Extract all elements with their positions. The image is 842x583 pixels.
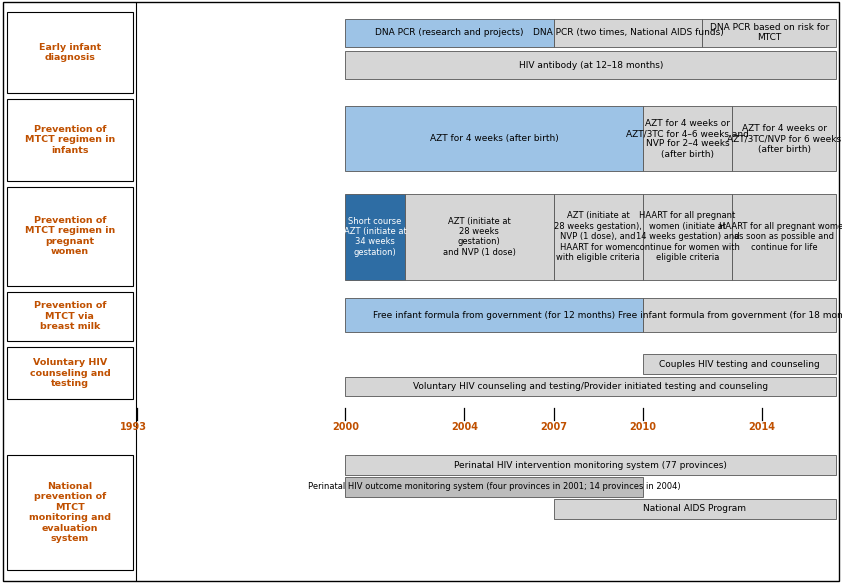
FancyBboxPatch shape: [7, 12, 133, 93]
FancyBboxPatch shape: [642, 298, 836, 332]
FancyBboxPatch shape: [702, 19, 836, 47]
Text: Short course
AZT (initiate at
34 weeks
gestation): Short course AZT (initiate at 34 weeks g…: [344, 217, 407, 257]
FancyBboxPatch shape: [405, 194, 553, 280]
FancyBboxPatch shape: [553, 499, 836, 519]
Text: Voluntary HIV
counseling and
testing: Voluntary HIV counseling and testing: [29, 358, 110, 388]
Text: 2004: 2004: [450, 422, 478, 431]
Text: Prevention of
MTCT regimen in
infants: Prevention of MTCT regimen in infants: [24, 125, 115, 155]
Text: Free infant formula from government (for 18 months): Free infant formula from government (for…: [618, 311, 842, 320]
FancyBboxPatch shape: [7, 187, 133, 286]
FancyBboxPatch shape: [7, 455, 133, 570]
Text: Free infant formula from government (for 12 months): Free infant formula from government (for…: [373, 311, 616, 320]
FancyBboxPatch shape: [7, 99, 133, 181]
FancyBboxPatch shape: [3, 2, 839, 581]
Text: 2000: 2000: [332, 422, 359, 431]
FancyBboxPatch shape: [642, 354, 836, 374]
FancyBboxPatch shape: [7, 292, 133, 341]
Text: 2007: 2007: [540, 422, 568, 431]
FancyBboxPatch shape: [732, 106, 836, 171]
Text: HAART for all pregnant women
as soon as possible and
continue for life: HAART for all pregnant women as soon as …: [719, 222, 842, 252]
Text: AZT for 4 weeks or
AZT/3TC for 4–6 weeks and
NVP for 2–4 weeks
(after birth): AZT for 4 weeks or AZT/3TC for 4–6 weeks…: [626, 119, 749, 159]
Text: HAART for all pregnant
women (initiate at
14 weeks gestation) and
continue for w: HAART for all pregnant women (initiate a…: [635, 212, 740, 262]
Text: HIV antibody (at 12–18 months): HIV antibody (at 12–18 months): [519, 61, 663, 70]
Text: 2014: 2014: [749, 422, 775, 431]
FancyBboxPatch shape: [345, 19, 553, 47]
Text: AZT for 4 weeks (after birth): AZT for 4 weeks (after birth): [429, 134, 558, 143]
Text: AZT (initiate at
28 weeks gestation),
NVP (1 dose), and
HAART for women
with eli: AZT (initiate at 28 weeks gestation), NV…: [554, 212, 642, 262]
Text: Perinatal HIV outcome monitoring system (four provinces in 2001; 14 provinces in: Perinatal HIV outcome monitoring system …: [308, 482, 680, 491]
Text: Prevention of
MTCT regimen in
pregnant
women: Prevention of MTCT regimen in pregnant w…: [24, 216, 115, 256]
FancyBboxPatch shape: [345, 455, 836, 475]
Text: DNA PCR (research and projects): DNA PCR (research and projects): [376, 28, 524, 37]
Text: Couples HIV testing and counseling: Couples HIV testing and counseling: [659, 360, 820, 369]
FancyBboxPatch shape: [7, 347, 133, 399]
Text: National
prevention of
MTCT
monitoring and
evaluation
system: National prevention of MTCT monitoring a…: [29, 482, 111, 543]
FancyBboxPatch shape: [732, 194, 836, 280]
FancyBboxPatch shape: [345, 51, 836, 79]
Text: National AIDS Program: National AIDS Program: [643, 504, 746, 514]
FancyBboxPatch shape: [642, 194, 732, 280]
Text: Voluntary HIV counseling and testing/Provider initiated testing and counseling: Voluntary HIV counseling and testing/Pro…: [413, 382, 768, 391]
Text: AZT for 4 weeks or
AZT/3TC/NVP for 6 weeks
(after birth): AZT for 4 weeks or AZT/3TC/NVP for 6 wee…: [727, 124, 841, 154]
Text: AZT (initiate at
28 weeks
gestation)
and NVP (1 dose): AZT (initiate at 28 weeks gestation) and…: [443, 217, 515, 257]
Text: Early infant
diagnosis: Early infant diagnosis: [39, 43, 101, 62]
FancyBboxPatch shape: [345, 298, 642, 332]
Text: Perinatal HIV intervention monitoring system (77 provinces): Perinatal HIV intervention monitoring sy…: [455, 461, 727, 470]
FancyBboxPatch shape: [553, 19, 702, 47]
FancyBboxPatch shape: [345, 377, 836, 396]
Text: 2010: 2010: [629, 422, 656, 431]
FancyBboxPatch shape: [642, 106, 732, 171]
Text: DNA PCR based on risk for
MTCT: DNA PCR based on risk for MTCT: [710, 23, 829, 43]
Text: Prevention of
MTCT via
breast milk: Prevention of MTCT via breast milk: [34, 301, 106, 331]
FancyBboxPatch shape: [345, 194, 405, 280]
Text: DNA PCR (two times, National AIDS funds): DNA PCR (two times, National AIDS funds): [532, 28, 723, 37]
Text: 1993: 1993: [120, 422, 147, 431]
FancyBboxPatch shape: [553, 194, 642, 280]
FancyBboxPatch shape: [345, 106, 642, 171]
FancyBboxPatch shape: [345, 477, 642, 497]
